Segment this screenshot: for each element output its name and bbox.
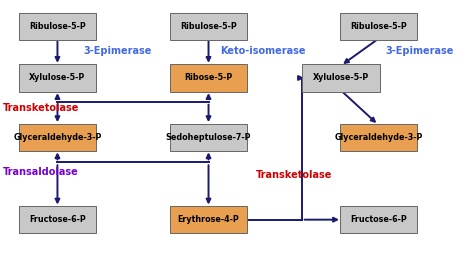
Text: Xylulose-5-P: Xylulose-5-P: [312, 74, 369, 82]
Text: 3-Epimerase: 3-Epimerase: [385, 46, 454, 56]
Text: Xylulose-5-P: Xylulose-5-P: [29, 74, 86, 82]
Text: Ribulose-5-P: Ribulose-5-P: [29, 22, 86, 31]
Text: Glyceraldehyde-3-P: Glyceraldehyde-3-P: [334, 133, 423, 142]
FancyBboxPatch shape: [170, 124, 247, 151]
Text: Ribose-5-P: Ribose-5-P: [184, 74, 233, 82]
Text: Keto-isomerase: Keto-isomerase: [220, 46, 306, 56]
Text: Ribulose-5-P: Ribulose-5-P: [180, 22, 237, 31]
FancyBboxPatch shape: [18, 13, 96, 40]
FancyBboxPatch shape: [339, 206, 418, 233]
FancyBboxPatch shape: [18, 64, 96, 91]
Text: 3-Epimerase: 3-Epimerase: [83, 46, 152, 56]
FancyBboxPatch shape: [18, 206, 96, 233]
Text: Transketolase: Transketolase: [256, 170, 332, 179]
Text: Transaldolase: Transaldolase: [3, 167, 79, 177]
FancyBboxPatch shape: [170, 64, 247, 91]
Text: Fructose-6-P: Fructose-6-P: [29, 215, 86, 224]
Text: Sedoheptulose-7-P: Sedoheptulose-7-P: [166, 133, 251, 142]
FancyBboxPatch shape: [339, 124, 418, 151]
Text: Glyceraldehyde-3-P: Glyceraldehyde-3-P: [13, 133, 101, 142]
Text: Ribulose-5-P: Ribulose-5-P: [350, 22, 407, 31]
FancyBboxPatch shape: [170, 206, 247, 233]
FancyBboxPatch shape: [170, 13, 247, 40]
Text: Erythrose-4-P: Erythrose-4-P: [178, 215, 239, 224]
Text: Transketolase: Transketolase: [3, 103, 80, 113]
FancyBboxPatch shape: [18, 124, 96, 151]
Text: Fructose-6-P: Fructose-6-P: [350, 215, 407, 224]
FancyBboxPatch shape: [339, 13, 418, 40]
FancyBboxPatch shape: [302, 64, 380, 91]
